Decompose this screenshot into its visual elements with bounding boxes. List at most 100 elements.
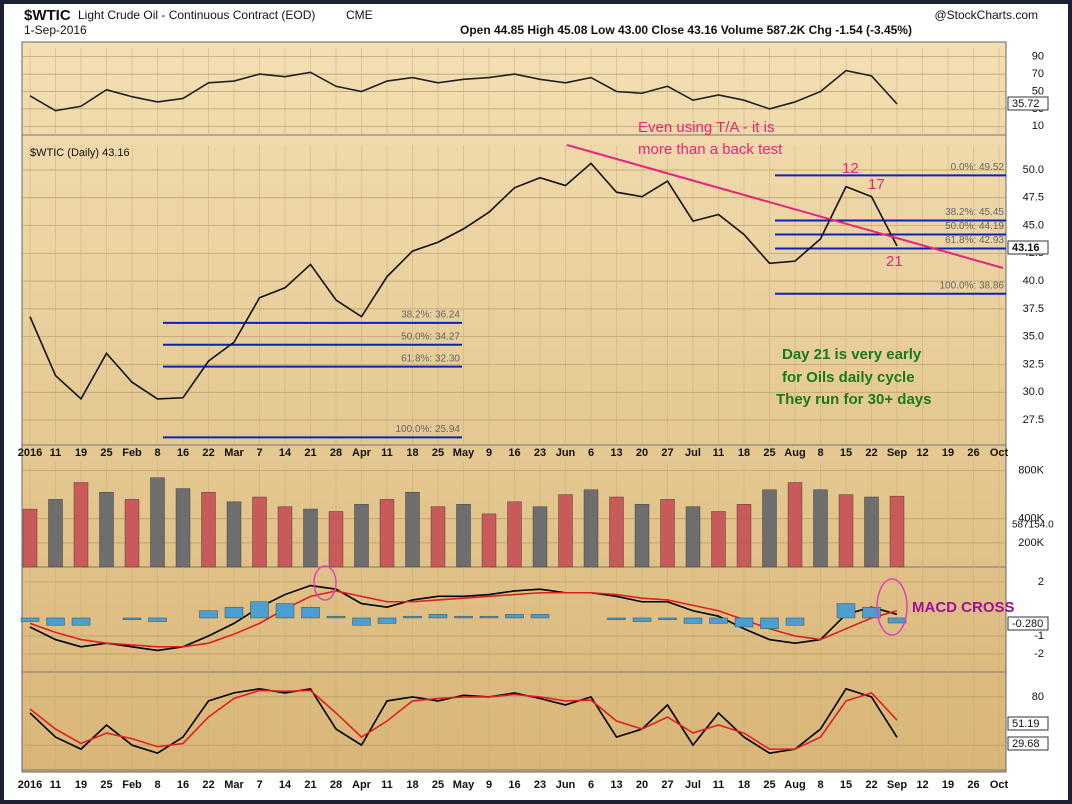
bar	[354, 504, 369, 568]
last-value: 35.72	[1012, 98, 1040, 110]
x-tick-label: 15	[840, 779, 852, 791]
bar	[456, 504, 471, 568]
annotation: MACD CROSS	[912, 599, 1015, 616]
bar	[201, 491, 216, 568]
bar	[379, 499, 395, 568]
bar	[46, 617, 65, 626]
x-tick-label: 11	[381, 779, 393, 791]
x-tick-label: Jun	[556, 779, 576, 791]
y-tick-label: 47.5	[1023, 192, 1044, 204]
y-tick-label: 10	[1032, 120, 1044, 132]
series-line	[29, 162, 898, 401]
x-tick-label: 9	[486, 779, 492, 791]
bar	[430, 506, 446, 568]
y-tick-label: 30.0	[1023, 386, 1044, 398]
bar	[301, 606, 320, 619]
bar	[148, 617, 167, 622]
fib-label: 100.0%: 38.86	[940, 280, 1005, 291]
bar	[507, 501, 522, 568]
bar	[428, 614, 448, 619]
bar	[277, 506, 293, 568]
source: @StockCharts.com	[934, 8, 1038, 22]
highlight	[876, 578, 908, 636]
x-tick-label: 2016	[18, 779, 42, 791]
x-tick-label: 16	[508, 447, 520, 459]
x-tick-label: 8	[154, 447, 160, 459]
bar	[760, 617, 779, 629]
x-tick-label: 28	[330, 447, 342, 459]
annotation: for Oils daily cycle	[782, 369, 915, 386]
x-tick-label: Aug	[784, 447, 805, 459]
last-value: 587154.0	[1012, 520, 1054, 531]
x-tick-label: 28	[330, 779, 342, 791]
y-tick-label: 32.5	[1023, 358, 1044, 370]
y-tick-label: 200K	[1018, 537, 1044, 549]
x-tick-label: 25	[100, 447, 112, 459]
x-tick-label: 11	[713, 779, 725, 791]
bar	[224, 606, 244, 619]
bar	[71, 617, 91, 626]
y-tick-label: 37.5	[1023, 303, 1044, 315]
x-tick-label: 8	[817, 447, 823, 459]
fib-label: 0.0%: 49.52	[951, 162, 1005, 173]
x-tick-label: Jul	[685, 779, 701, 791]
y-tick-label: 2	[1038, 576, 1044, 588]
x-tick-label: 22	[865, 447, 877, 459]
x-tick-label: Sep	[887, 779, 907, 791]
fib-label: 38.2%: 36.24	[401, 310, 460, 321]
bar	[862, 606, 881, 619]
bar	[887, 617, 907, 624]
bar	[275, 603, 295, 619]
exchange: CME	[346, 8, 373, 22]
x-tick-label: 18	[406, 779, 418, 791]
x-tick-label: 16	[177, 447, 189, 459]
y-tick-label: 90	[1032, 51, 1044, 63]
bar	[583, 489, 599, 568]
last-value: 43.16	[1012, 242, 1040, 254]
x-tick-label: Mar	[224, 779, 244, 791]
y-tick-label: -1	[1034, 630, 1044, 642]
x-tick-label: 12	[916, 447, 928, 459]
bar	[558, 494, 573, 568]
x-tick-label: Sep	[887, 447, 907, 459]
x-tick-label: 6	[588, 779, 594, 791]
x-tick-label: 23	[534, 779, 546, 791]
fib-label: 100.0%: 25.94	[396, 424, 461, 435]
y-tick-label: 45.0	[1023, 219, 1044, 231]
x-tick-label: 11	[713, 447, 725, 459]
x-tick-label: 19	[942, 447, 954, 459]
y-tick-label: 400K	[1018, 513, 1044, 525]
bar	[711, 511, 726, 568]
bar	[479, 615, 499, 619]
trendline	[566, 144, 1004, 269]
bar	[709, 617, 728, 624]
last-tag	[1007, 240, 1049, 255]
y-tick-label: 800K	[1018, 464, 1044, 476]
bar	[377, 617, 397, 624]
x-tick-label: May	[453, 447, 475, 459]
last-tag	[1007, 716, 1049, 731]
x-tick-label: 20	[636, 447, 648, 459]
bar	[889, 495, 905, 568]
x-tick-label: 19	[75, 779, 87, 791]
x-tick-label: 19	[942, 779, 954, 791]
x-tick-label: 2016	[18, 447, 42, 459]
bar	[864, 496, 879, 568]
bar	[250, 601, 269, 619]
bar	[124, 499, 140, 568]
x-tick-label: 6	[588, 447, 594, 459]
bar	[785, 617, 805, 626]
bar	[226, 501, 242, 568]
bar	[734, 617, 754, 628]
series-line	[29, 689, 898, 750]
x-tick-label: 11	[50, 447, 62, 459]
x-tick-label: 19	[75, 447, 87, 459]
y-tick-label: 35.0	[1023, 331, 1044, 343]
bar	[532, 506, 548, 568]
bar	[303, 508, 318, 568]
y-tick-label: 40.0	[1023, 275, 1044, 287]
x-tick-label: Oct	[990, 779, 1009, 791]
x-tick-label: Apr	[352, 447, 372, 459]
x-tick-label: 21	[304, 779, 316, 791]
x-tick-label: 23	[534, 447, 546, 459]
